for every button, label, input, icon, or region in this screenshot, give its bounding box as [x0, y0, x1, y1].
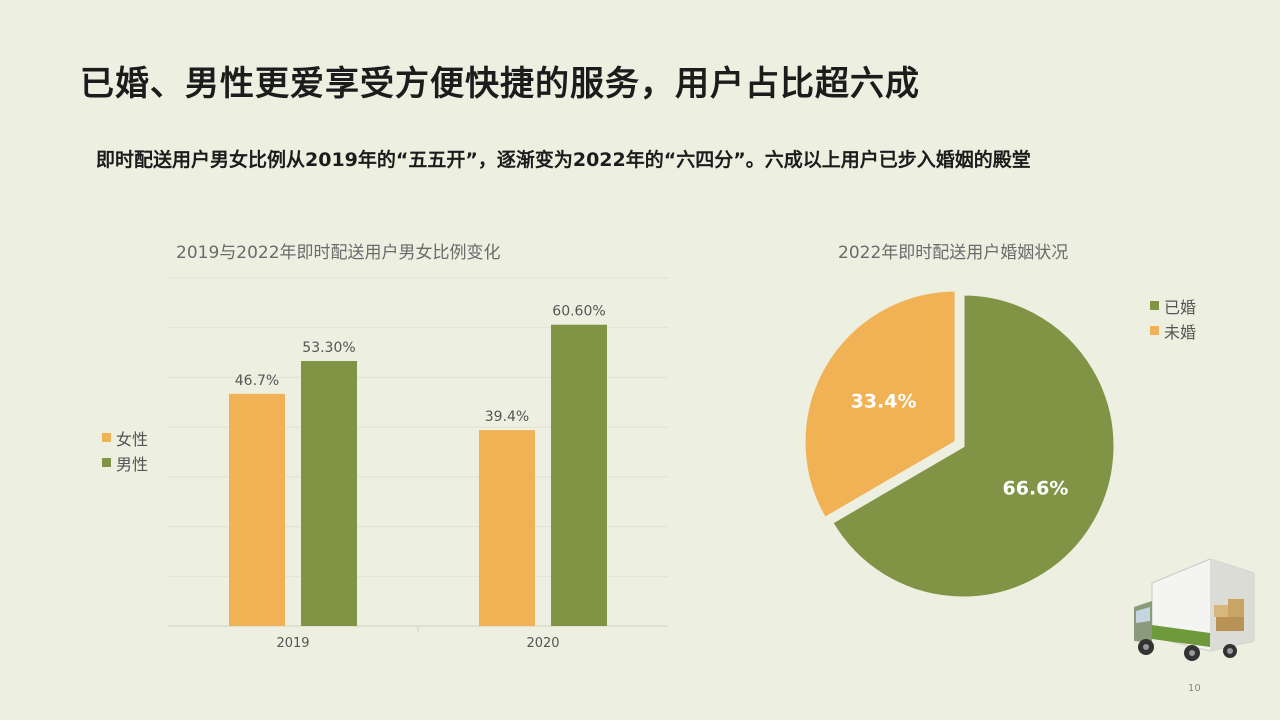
bar-chart-title: 2019与2022年即时配送用户男女比例变化: [176, 243, 501, 263]
pie-data-label: 66.6%: [1003, 478, 1069, 500]
page-title: 已婚、男性更爱享受方便快捷的服务，用户占比超六成: [80, 64, 920, 104]
legend-item-unmarried: 未婚: [1150, 318, 1196, 343]
legend-item-married: 已婚: [1150, 293, 1196, 318]
bar-data-label: 39.4%: [485, 409, 529, 425]
pie-slice-unmarried: [802, 288, 958, 521]
legend-label-female: 女性: [116, 429, 149, 449]
x-tick-label: 2020: [526, 636, 559, 651]
legend-swatch-male: [102, 458, 111, 467]
pie-chart-legend: 已婚 未婚: [1150, 293, 1196, 343]
legend-item-male: 男性: [102, 450, 148, 475]
pie-chart-title: 2022年即时配送用户婚姻状况: [838, 243, 1069, 263]
bar-male: [301, 361, 357, 626]
legend-label-married: 已婚: [1164, 297, 1197, 317]
page-subtitle: 即时配送用户男女比例从2019年的“五五开”，逐渐变为2022年的“六四分”。六…: [96, 149, 1031, 171]
bar-chart-legend: 女性 男性: [102, 425, 148, 475]
legend-label-unmarried: 未婚: [1164, 322, 1197, 342]
bar-data-label: 46.7%: [235, 373, 279, 389]
legend-swatch-married: [1150, 301, 1159, 310]
legend-item-female: 女性: [102, 425, 148, 450]
bar-female: [229, 393, 285, 626]
legend-swatch-female: [102, 433, 111, 442]
bar-female: [479, 430, 535, 626]
pie-slice-married: [829, 292, 1117, 600]
bar-data-label: 60.60%: [552, 304, 605, 320]
legend-label-male: 男性: [116, 454, 149, 474]
delivery-truck-icon: [1134, 558, 1255, 661]
bar-data-label: 53.30%: [302, 340, 355, 356]
x-tick-label: 2019: [276, 636, 309, 651]
page-number: 10: [1188, 683, 1201, 694]
bar-male: [551, 324, 607, 626]
pie-data-label: 33.4%: [851, 390, 917, 412]
legend-swatch-unmarried: [1150, 326, 1159, 335]
